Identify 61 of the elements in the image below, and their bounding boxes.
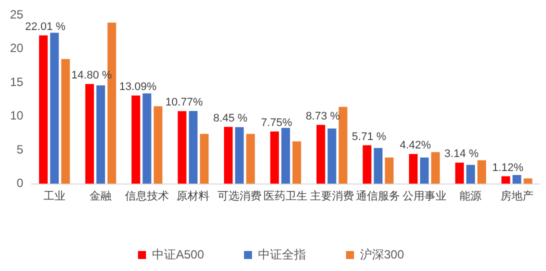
bar xyxy=(431,152,440,184)
bar xyxy=(270,132,279,184)
bar xyxy=(224,126,233,184)
legend-label: 中证A500 xyxy=(152,247,204,262)
bar xyxy=(39,35,48,184)
bar xyxy=(524,178,532,184)
x-tick-label: 主要消费 xyxy=(310,189,354,202)
legend-label: 沪深300 xyxy=(360,247,404,262)
bar xyxy=(200,134,209,184)
bar xyxy=(384,158,394,184)
x-tick-label: 金融 xyxy=(90,190,112,202)
bar xyxy=(50,32,59,184)
legend-label: 中证全指 xyxy=(258,247,306,262)
bar xyxy=(178,111,186,184)
bar xyxy=(246,134,255,184)
bar xyxy=(374,148,382,184)
bar xyxy=(408,154,418,184)
bar xyxy=(281,128,290,184)
bar xyxy=(132,96,140,184)
x-tick-label: 公用事业 xyxy=(402,189,446,202)
data-label: 1.12% xyxy=(492,162,524,174)
bar xyxy=(188,110,198,184)
y-tick-label: 20 xyxy=(10,41,24,56)
x-tick-label: 通信服务 xyxy=(356,189,400,202)
x-tick-label: 原材料 xyxy=(176,189,210,202)
y-tick-label: 0 xyxy=(16,176,24,190)
bar xyxy=(512,175,522,184)
bar xyxy=(61,59,70,184)
data-label: 5.71 % xyxy=(352,130,386,143)
y-tick-label: 10 xyxy=(10,108,24,123)
x-tick-label: 可选消费 xyxy=(217,189,262,202)
y-tick-label: 15 xyxy=(10,74,24,89)
bar xyxy=(292,141,302,184)
bar xyxy=(420,158,429,184)
x-tick-label: 房地产 xyxy=(500,189,534,202)
x-tick-label: 工业 xyxy=(43,189,66,202)
bar xyxy=(455,162,464,184)
bar xyxy=(96,85,106,184)
data-label: 7.75% xyxy=(260,117,292,130)
x-tick-label: 医药卫生 xyxy=(264,189,308,202)
data-label: 10.77% xyxy=(165,96,203,109)
bar xyxy=(477,160,486,184)
data-label: 13.09% xyxy=(119,81,157,94)
bar xyxy=(85,84,94,184)
y-tick-label: 5 xyxy=(16,142,24,156)
bar xyxy=(316,124,326,184)
x-tick-label: 信息技术 xyxy=(124,189,169,202)
bar xyxy=(338,106,348,184)
x-tick-label: 能源 xyxy=(460,189,482,202)
bar xyxy=(466,164,475,184)
data-label: 8.45 % xyxy=(213,112,248,124)
data-label: 22.01 % xyxy=(25,20,66,33)
bar xyxy=(142,93,152,184)
bar xyxy=(235,127,244,184)
data-label: 3.14 % xyxy=(444,148,479,160)
data-label: 4.42% xyxy=(400,140,432,152)
bar xyxy=(154,106,162,184)
bar xyxy=(501,176,510,184)
bar xyxy=(328,128,336,184)
bar xyxy=(362,145,372,184)
y-tick-label: 25 xyxy=(10,8,24,22)
